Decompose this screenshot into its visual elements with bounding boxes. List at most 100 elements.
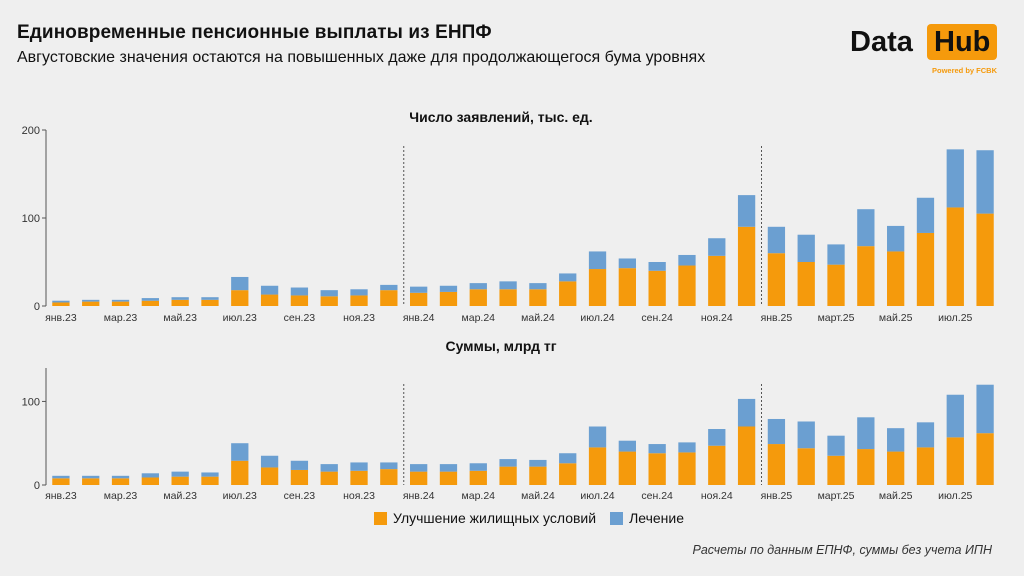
chart-1-bar-treatment [350,289,368,296]
chart-1-title: Число заявлений, тыс. ед. [409,109,592,125]
chart-2-bar-treatment [171,471,189,477]
chart-1-bar-housing [916,232,935,306]
logo-hub-text: Hub [927,24,998,60]
legend-swatch-treatment [610,511,624,525]
chart-2-x-tick-label: мар.24 [462,490,496,502]
logo-powered-text: Powered by FCBK [932,66,998,75]
chart-2-x-tick-label: янв.24 [403,490,435,502]
chart-2-bar-treatment [439,464,458,472]
chart-1-bar-treatment [767,226,786,254]
chart-2-bar-treatment [141,473,159,478]
chart-1-bar-treatment [439,285,458,292]
chart-1-bar-housing [469,289,487,306]
chart-2-bar-housing [350,470,368,485]
chart-2-bar-housing [469,470,487,485]
chart-1-bar-housing [350,295,368,306]
chart-1-bar-housing [111,301,130,306]
chart-2-bar-treatment [410,464,428,472]
chart-2-bar-housing [171,476,189,485]
chart-1-bar-housing [380,290,398,306]
chart-1-x-tick-label: май.23 [163,312,197,324]
chart-1-bar-treatment [290,287,309,296]
chart-1-bar-treatment [737,195,756,227]
chart-2-x-tick-label: янв.23 [45,490,77,502]
chart-2-bar-treatment [976,384,994,434]
chart-1-bar-housing [708,255,726,306]
chart-2-bar-housing [827,455,845,485]
chart-2-bar-housing [410,471,428,485]
chart-1-bar-housing [648,270,666,306]
chart-1-x-tick-label: янв.23 [45,312,77,324]
chart-1-bar-housing [201,299,219,306]
chart-2-bar-treatment [737,398,756,427]
chart-1-bar-treatment [82,299,100,302]
chart-1-y-tick-label: 200 [22,125,40,137]
chart-2-bar-housing [708,445,726,485]
chart-2-bar-treatment [887,428,905,452]
chart-2-x-tick-label: май.25 [879,490,913,502]
chart-2-bar-treatment [946,394,964,438]
chart-1-bar-housing [499,289,517,306]
chart-2-bar-treatment [52,475,70,479]
chart-2-x-tick-label: июл.24 [580,490,614,502]
chart-1-bar-housing [976,213,994,306]
chart-1-bar-housing [618,268,636,306]
chart-2-x-tick-label: июл.23 [223,490,257,502]
chart-2-bar-treatment [111,475,130,479]
chart-1-bar-treatment [916,197,935,233]
chart-1-bar-treatment [231,276,249,291]
chart-2-bar-treatment [559,453,577,464]
chart-2-bar-housing [648,453,666,485]
chart-2-x-tick-label: мар.23 [104,490,138,502]
chart-1-bar-treatment [678,254,696,266]
chart-2-bar-housing [857,449,875,485]
chart-2-bar-housing [767,444,786,485]
chart-2-bar-treatment [529,459,547,467]
chart-2-bar-treatment [827,435,845,456]
chart-1-x-tick-label: июл.23 [223,312,257,324]
chart-1-x-tick-label: мар.24 [462,312,496,324]
chart-1-bar-housing [588,269,607,306]
chart-2-bar-housing [141,477,159,485]
chart-1-bar-housing [529,289,547,306]
chart-1-x-tick-label: июл.25 [938,312,972,324]
chart-1-y-tick-label: 100 [22,213,40,225]
chart-2-bar-housing [231,460,249,485]
chart-1-bar-housing [290,295,309,306]
chart-1-bar-treatment [559,273,577,282]
chart-1-bar-housing [82,301,100,306]
chart-2-bar-housing [439,471,458,485]
chart-2-bar-housing [529,466,547,485]
chart-2-bar-housing [320,471,338,485]
chart-1-x-tick-label: май.25 [879,312,913,324]
chart-2-bar-treatment [82,475,100,479]
chart-1-bar-housing [737,226,756,306]
chart-1-bar-housing [52,302,70,306]
chart-2-x-tick-label: март.25 [818,490,855,502]
chart-2-bar-treatment [797,421,815,449]
chart-2-x-tick-label: сен.24 [641,490,673,502]
chart-1-bar-housing [439,291,458,306]
chart-1-bar-housing [946,207,964,306]
chart-1-bar-housing [171,299,189,306]
chart-1-bar-treatment [52,300,70,303]
chart-2-bar-treatment [499,459,517,467]
chart-2-bar-housing [588,447,607,485]
chart-2-bar-housing [618,451,636,485]
chart-2-bar-housing [916,447,935,485]
chart-2-bar-housing [737,426,756,485]
chart-1-bar-housing [410,292,428,306]
chart-2-bar-housing [946,437,964,485]
chart-1-bar-treatment [499,281,517,290]
chart-1-bar-treatment [171,297,189,300]
chart-title: Единовременные пенсионные выплаты из ЕНП… [17,22,492,43]
chart-2-bar-treatment [648,444,666,454]
chart-2-x-tick-label: ноя.24 [701,490,733,502]
chart-2-bar-housing [797,448,815,485]
chart-1-bar-treatment [320,290,338,297]
chart-2-x-tick-label: май.23 [163,490,197,502]
chart-1-bar-treatment [529,283,547,290]
chart-2-bar-treatment [618,440,636,452]
chart-2-bar-housing [201,476,219,485]
